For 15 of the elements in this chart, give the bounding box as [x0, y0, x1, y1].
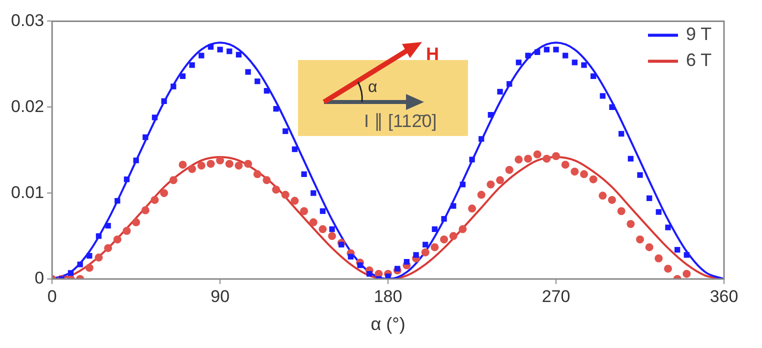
- x-tick-label: 90: [210, 286, 230, 306]
- annotation: α: [368, 79, 378, 96]
- annotation: H: [426, 44, 439, 64]
- legend-label: 6 T: [686, 50, 712, 70]
- x-axis-title: α (°): [370, 314, 406, 334]
- x-tick-label: 180: [374, 286, 402, 306]
- x-tick-label: 360: [710, 286, 738, 306]
- legend-label: 9 T: [686, 24, 712, 44]
- y-tick-label: 0: [34, 268, 44, 288]
- x-tick-label: 270: [542, 286, 570, 306]
- y-tick-label: 0.01: [10, 182, 44, 202]
- annotation: I ∥ [112̄0]: [364, 111, 437, 131]
- y-tick-label: 0.03: [10, 10, 44, 30]
- y-tick-label: 0.02: [10, 96, 44, 116]
- x-tick-label: 0: [47, 286, 57, 306]
